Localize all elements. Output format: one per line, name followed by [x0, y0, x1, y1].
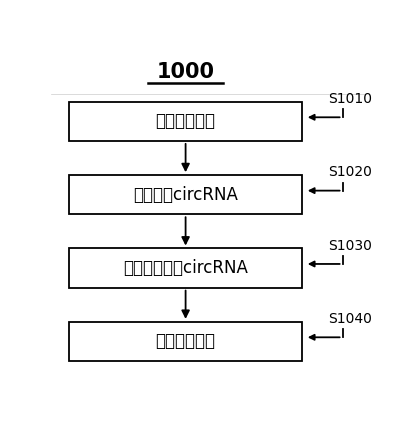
Text: 选择待重注释circRNA: 选择待重注释circRNA [123, 259, 248, 277]
Text: 添加注释信息: 添加注释信息 [156, 332, 215, 350]
Text: S1030: S1030 [328, 239, 372, 253]
Bar [70, 175, 302, 214]
Text: S1040: S1040 [328, 312, 372, 326]
Text: S1020: S1020 [328, 165, 372, 179]
Text: 筛选目标样品: 筛选目标样品 [156, 113, 215, 130]
Text: S1010: S1010 [328, 92, 373, 106]
Bar [70, 102, 302, 141]
Bar [70, 322, 302, 361]
Text: 1000: 1000 [157, 62, 215, 82]
Bar [70, 249, 302, 288]
Text: 选择候选circRNA: 选择候选circRNA [133, 186, 238, 204]
